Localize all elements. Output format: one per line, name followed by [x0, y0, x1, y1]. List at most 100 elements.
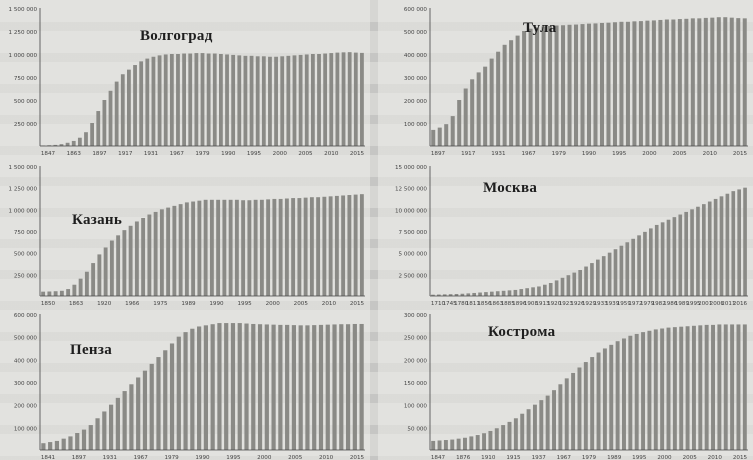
bar	[564, 378, 569, 450]
x-tick-label: 2015	[733, 151, 748, 157]
bar	[75, 433, 80, 450]
bar	[431, 440, 436, 450]
chart-title: Волгоград	[140, 28, 213, 44]
bar	[224, 323, 229, 450]
bar	[743, 187, 747, 296]
bar	[583, 362, 588, 450]
bar	[209, 199, 214, 296]
x-tick-label: 2000	[657, 455, 672, 460]
x-tick-label: 1990	[209, 301, 224, 307]
x-tick-label: 1986	[663, 301, 678, 307]
x-tick-label: 1910	[481, 455, 496, 460]
bar	[127, 69, 131, 146]
bar	[513, 289, 518, 296]
bar	[298, 54, 303, 146]
bar	[483, 66, 488, 146]
bar	[615, 341, 620, 450]
bar	[448, 294, 453, 296]
bar	[216, 199, 221, 296]
bar	[359, 194, 364, 296]
bar	[671, 19, 676, 146]
x-tick-label: 2016	[733, 301, 748, 307]
y-tick-label: 1 250 000	[9, 187, 38, 193]
bar	[255, 56, 260, 146]
bar	[323, 53, 328, 146]
x-tick-label: 1847	[431, 455, 446, 460]
bar	[703, 17, 708, 146]
bar	[88, 425, 93, 450]
bar	[59, 290, 64, 296]
x-tick-label: 2000	[642, 151, 657, 157]
y-tick-label: 250 000	[14, 273, 38, 279]
chart-panel: 600 000 500 000 400 000 300 000 200 000 100 0…	[0, 308, 370, 460]
bar	[679, 326, 684, 450]
x-tick-label: 2005	[294, 301, 309, 307]
bar	[638, 21, 643, 146]
bar	[653, 329, 658, 450]
bar	[147, 214, 152, 296]
x-tick-label: 1847	[41, 151, 56, 157]
x-tick-label: 1979	[582, 455, 597, 460]
bar	[312, 325, 317, 450]
chart-svg: 300 000 250 000 200 000 150 000 100 000 50 00…	[404, 313, 748, 460]
bar	[114, 81, 119, 146]
x-tick-label: 2015	[350, 151, 365, 157]
x-tick-label: 1989	[181, 301, 196, 307]
bar	[742, 18, 747, 147]
x-tick-label: 1897	[72, 455, 87, 460]
bar	[507, 290, 512, 296]
bar	[178, 204, 183, 296]
x-tick-label: 1897	[92, 151, 107, 157]
bar	[353, 52, 358, 147]
bar	[501, 425, 506, 450]
y-tick-label: 100 000	[404, 122, 428, 128]
bar	[475, 435, 480, 450]
chart-title: Пенза	[70, 342, 112, 358]
bar	[278, 198, 283, 296]
x-tick-label: 1967	[170, 151, 185, 157]
bar	[647, 330, 652, 450]
bar	[495, 291, 500, 296]
x-tick-label: 1989	[675, 301, 690, 307]
bar	[716, 17, 721, 147]
bar	[334, 195, 339, 296]
chart-svg: 600 000 500 000 400 000 300 000 200 000 100 0…	[404, 7, 748, 157]
bar	[649, 228, 653, 296]
bar	[102, 100, 107, 146]
bar	[71, 140, 76, 146]
bar	[580, 24, 585, 147]
bar	[561, 25, 566, 146]
bar	[141, 218, 146, 296]
bar	[53, 291, 58, 296]
bar	[513, 418, 518, 450]
x-tick-label: 1990	[221, 151, 236, 157]
bar	[535, 27, 540, 146]
bar	[737, 189, 741, 296]
x-tick-label: 2000	[266, 301, 281, 307]
bar	[437, 440, 442, 450]
bar	[723, 324, 728, 450]
bar	[280, 56, 285, 146]
bar	[41, 291, 46, 296]
bar	[266, 199, 271, 296]
bar	[519, 289, 524, 296]
bar	[515, 35, 520, 146]
x-tick-label: 1885	[501, 301, 516, 307]
bar	[237, 323, 242, 450]
bar	[188, 53, 193, 146]
bar	[116, 235, 121, 296]
y-tick-label: 750 000	[14, 76, 38, 82]
bar	[628, 335, 633, 450]
bar	[251, 323, 256, 450]
bar	[528, 28, 533, 147]
bar	[84, 271, 89, 296]
bar	[494, 428, 499, 450]
bar	[91, 263, 96, 296]
chart-title: Кострома	[488, 324, 556, 340]
bar	[61, 438, 66, 450]
x-tick-label: 1841	[41, 455, 56, 460]
bar	[651, 20, 656, 147]
bar	[625, 242, 630, 296]
bar	[543, 284, 547, 296]
x-tick-label: 1780	[454, 301, 469, 307]
